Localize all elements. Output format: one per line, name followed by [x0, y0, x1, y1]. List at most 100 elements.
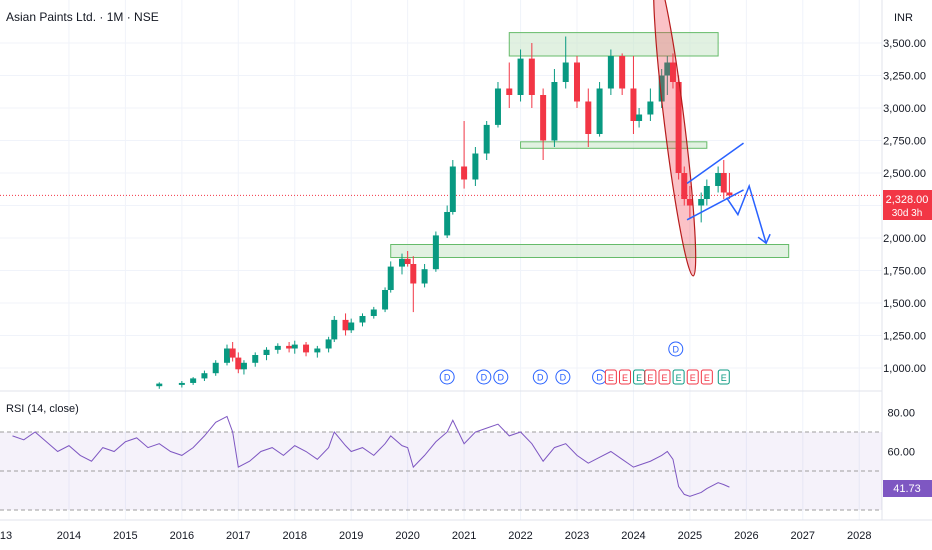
- candle-body: [585, 101, 592, 134]
- earnings-marker-label: E: [647, 373, 653, 383]
- candle-body: [178, 382, 185, 385]
- candle-body: [303, 344, 310, 353]
- zone-rect: [508, 32, 719, 57]
- rsi-tick-label: 60.00: [887, 447, 915, 459]
- year-tick-label: 2019: [339, 530, 363, 542]
- candle-body: [647, 101, 654, 115]
- candle-body: [342, 319, 349, 331]
- grid: [0, 0, 932, 521]
- last-price-label: 2,328.00 30d 3h: [883, 190, 932, 220]
- candle-body: [359, 316, 366, 323]
- candle-body: [540, 95, 547, 141]
- candle-body: [506, 88, 513, 95]
- price-tick-label: 3,500.00: [883, 38, 926, 50]
- dividend-marker: [493, 369, 509, 385]
- candle-body: [483, 124, 490, 154]
- year-tick-label: 2014: [57, 530, 81, 542]
- year-tick-label: 2024: [621, 530, 645, 542]
- earnings-marker-label: E: [622, 373, 628, 383]
- rsi-title: RSI (14, close): [6, 403, 79, 415]
- candle-body: [449, 166, 456, 212]
- candle-body: [421, 269, 428, 284]
- dividend-marker: [476, 369, 492, 385]
- candle-body: [252, 355, 259, 363]
- dividend-marker-label: D: [596, 373, 603, 383]
- drawn-annotations: [653, 0, 771, 277]
- earnings-marker: [604, 369, 617, 385]
- candle-body: [664, 62, 671, 76]
- dividend-marker-label: D: [498, 373, 505, 383]
- candle-body: [517, 58, 524, 95]
- candle-body: [286, 345, 293, 349]
- candle-body: [675, 82, 682, 173]
- rsi-value: 41.73: [893, 483, 921, 495]
- rsi-pane: [0, 415, 882, 511]
- price-tick-label: 2,500.00: [883, 168, 926, 180]
- candle-body: [399, 258, 406, 267]
- candle-body: [607, 56, 614, 89]
- earnings-marker-label: E: [690, 373, 696, 383]
- year-tick-label: 2022: [508, 530, 532, 542]
- candle-body: [574, 62, 580, 102]
- candle-body: [201, 373, 208, 379]
- countdown: 30d 3h: [892, 208, 923, 219]
- candle-body: [444, 212, 451, 236]
- arrow-head: [757, 233, 771, 245]
- price-tick-label: 2,750.00: [883, 136, 926, 148]
- candle-body: [726, 192, 733, 196]
- candles: [156, 36, 733, 389]
- year-tick-label: 2026: [734, 530, 758, 542]
- last-price-value: 2,328.00: [886, 194, 929, 206]
- candle-body: [314, 348, 321, 353]
- candle-body: [240, 362, 247, 370]
- earnings-marker-label: E: [608, 373, 614, 383]
- candle-body: [720, 173, 727, 193]
- candle-body: [698, 199, 705, 206]
- channel-upper-line: [686, 142, 744, 185]
- candle-body: [410, 264, 417, 284]
- candle-body: [235, 357, 242, 370]
- earnings-marker: [618, 369, 631, 385]
- earnings-marker: [672, 369, 685, 385]
- dividend-marker-label: D: [537, 373, 544, 383]
- price-tick-label: 1,000.00: [883, 363, 926, 375]
- earnings-marker-label: E: [721, 373, 727, 383]
- dividend-marker-label: D: [673, 345, 680, 355]
- price-tick-label: 1,250.00: [883, 331, 926, 343]
- candle-body: [494, 88, 501, 125]
- candle-body: [715, 173, 722, 186]
- price-tick-label: 3,250.00: [883, 71, 926, 83]
- earnings-marker: [717, 369, 730, 385]
- price-tick-label: 1,500.00: [883, 298, 926, 310]
- price-tick-label: 1,750.00: [883, 266, 926, 278]
- dividend-marker: [555, 369, 571, 385]
- year-tick-label: 2018: [283, 530, 307, 542]
- candle-body: [630, 88, 637, 121]
- dividend-marker-label: D: [481, 373, 488, 383]
- support-resistance-zones: [390, 32, 790, 258]
- year-tick-label: 2017: [226, 530, 250, 542]
- candle-body: [472, 153, 479, 180]
- earnings-marker-label: E: [704, 373, 710, 383]
- earnings-marker: [644, 369, 657, 385]
- candle-body: [619, 56, 626, 89]
- candle-body: [274, 345, 281, 350]
- dividend-marker: [532, 369, 548, 385]
- candle-body: [387, 266, 394, 290]
- candle-body: [681, 173, 688, 199]
- candle-body: [382, 290, 389, 310]
- candle-body: [658, 75, 665, 102]
- dividend-marker-label: D: [444, 373, 451, 383]
- candle-body: [461, 166, 468, 180]
- rsi-value-label: 41.73: [883, 480, 932, 497]
- year-tick-label: 2028: [847, 530, 871, 542]
- candle-body: [404, 258, 411, 264]
- earnings-marker-label: E: [676, 373, 682, 383]
- currency-label: INR: [894, 12, 913, 24]
- earnings-marker: [686, 369, 699, 385]
- year-tick-label: 2025: [678, 530, 702, 542]
- year-tick-label: 2023: [565, 530, 589, 542]
- candle-body: [636, 114, 643, 121]
- candle-body: [703, 186, 710, 199]
